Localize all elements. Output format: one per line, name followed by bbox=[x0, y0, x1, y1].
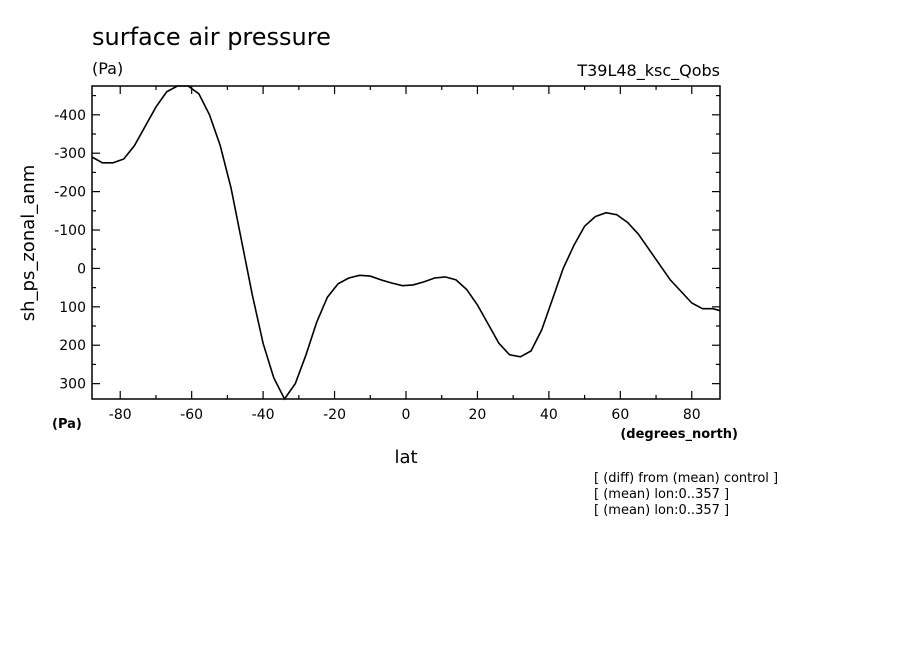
y-tick-label: -300 bbox=[54, 146, 86, 162]
x-tick-label: 40 bbox=[540, 407, 558, 423]
annotation-mean-2: [ (mean) lon:0..357 ] bbox=[594, 503, 729, 518]
annotation-mean-1: [ (mean) lon:0..357 ] bbox=[594, 487, 729, 502]
x-tick-label: 60 bbox=[611, 407, 629, 423]
y-tick-label: -400 bbox=[54, 108, 86, 124]
chart-title: surface air pressure bbox=[92, 23, 331, 51]
x-axis-unit: (degrees_north) bbox=[620, 427, 738, 442]
y-tick-label: 0 bbox=[77, 261, 86, 277]
y-tick-label: 300 bbox=[59, 377, 86, 393]
x-tick-label: 80 bbox=[683, 407, 701, 423]
y-tick-label: -100 bbox=[54, 223, 86, 239]
x-tick-label: 20 bbox=[469, 407, 487, 423]
y-axis-label: sh_ps_zonal_anm bbox=[18, 165, 39, 321]
plot-frame bbox=[91, 85, 721, 400]
y-tick-label: 100 bbox=[59, 300, 86, 316]
y-tick-label: 200 bbox=[59, 338, 86, 354]
y-tick-labels: -400 -300 -200 -100 0 100 200 300 bbox=[54, 108, 86, 393]
x-tick-label: 0 bbox=[402, 407, 411, 423]
x-tick-label: -80 bbox=[109, 407, 132, 423]
x-tick-label: -20 bbox=[323, 407, 346, 423]
annotation-diff: [ (diff) from (mean) control ] bbox=[594, 471, 778, 486]
y-axis-unit: (Pa) bbox=[52, 417, 82, 432]
run-label: T39L48_ksc_Qobs bbox=[576, 61, 720, 81]
x-tick-label: -60 bbox=[180, 407, 203, 423]
x-tick-labels: -80 -60 -40 -20 0 20 40 60 80 bbox=[109, 407, 701, 423]
axis-ticks bbox=[92, 86, 720, 399]
y-tick-label: -200 bbox=[54, 185, 86, 201]
x-tick-label: -40 bbox=[252, 407, 275, 423]
x-axis-label: lat bbox=[394, 447, 417, 468]
chart-title-unit: (Pa) bbox=[92, 59, 123, 78]
series-line bbox=[91, 85, 721, 401]
